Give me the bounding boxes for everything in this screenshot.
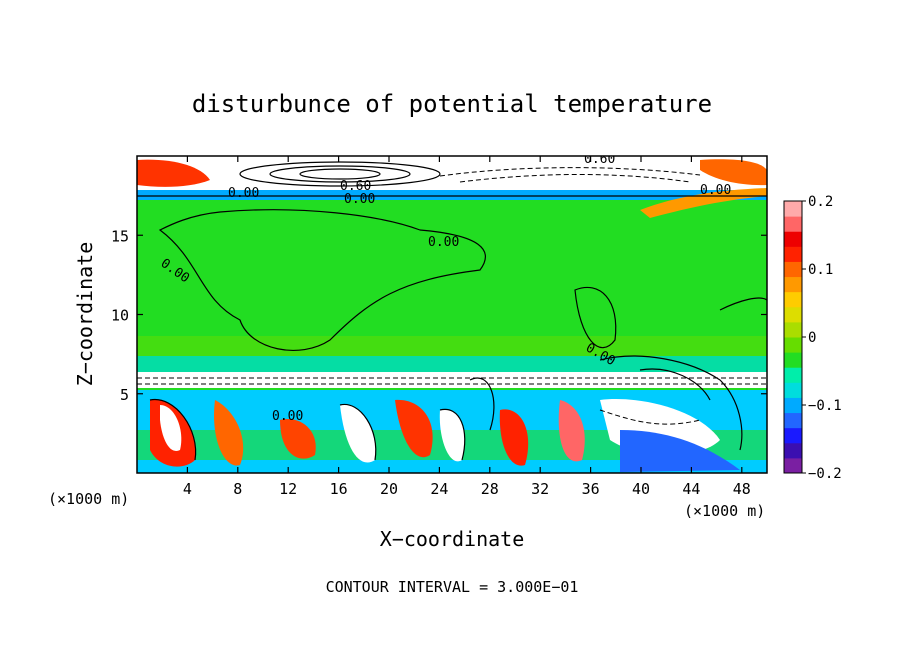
contour-label: 0.60 (584, 152, 615, 167)
colorbar-tick-label: 0.1 (808, 262, 833, 278)
lower-blob-6 (395, 399, 433, 458)
x-tick-label: 44 (682, 480, 700, 498)
contour-label: 0.00 (428, 235, 459, 250)
x-tick-label: 20 (380, 480, 398, 498)
contour-label: 0.00 (700, 183, 731, 198)
plot-area: 0.00 0.00 0.00 0.00 0.00 0.00 0.00 0.60 … (137, 152, 767, 473)
colorbar-swatch (784, 261, 802, 278)
upper-white-region (137, 156, 767, 190)
colorbar-tick-label: 0.2 (808, 194, 833, 210)
y-axis-label: Z−coordinate (73, 242, 97, 387)
x-tick-label: 12 (279, 480, 297, 498)
x-tick-label: 36 (582, 480, 600, 498)
colorbar-swatch (784, 231, 802, 247)
contour-label: 0.60 (340, 179, 371, 194)
x-axis: 4 8 12 16 20 24 28 32 36 40 44 48 (183, 156, 751, 498)
upper-cyan-band (137, 190, 767, 200)
x-unit-right: (×1000 m) (684, 502, 765, 520)
x-tick-label: 24 (430, 480, 448, 498)
lower-blob-9 (558, 400, 585, 462)
x-tick-label: 8 (233, 480, 242, 498)
y-tick-label: 5 (120, 386, 129, 404)
colorbar-swatch (784, 382, 802, 398)
colorbar: 0.2 0.1 0 −0.1 −0.2 (783, 194, 842, 482)
y-tick-label: 10 (111, 307, 129, 325)
contour-label: 0.00 (228, 186, 259, 201)
x-tick-label: 48 (733, 480, 751, 498)
lower-blob-4 (280, 419, 316, 459)
upper-red-left (137, 159, 210, 187)
colorbar-swatch (784, 442, 802, 459)
colorbar-swatch (784, 306, 802, 323)
colorbar-swatch (784, 397, 802, 414)
x-tick-label: 40 (632, 480, 650, 498)
colorbar-swatch (784, 201, 802, 217)
colorbar-swatch (784, 246, 802, 262)
y-axis: 5 10 15 (111, 227, 767, 404)
cyan-band (137, 356, 767, 372)
colorbar-swatch (784, 291, 802, 308)
contour-label: 0.00 (272, 409, 303, 424)
colorbar-swatch (784, 367, 802, 383)
colorbar-swatch (784, 457, 802, 474)
x-tick-label: 4 (183, 480, 192, 498)
lower-blob-7 (439, 409, 465, 462)
lower-blob-8 (499, 409, 529, 466)
contour-interval-note: CONTOUR INTERVAL = 3.000E−01 (326, 578, 579, 596)
x-tick-label: 16 (330, 480, 348, 498)
lower-blob-11 (620, 430, 740, 472)
chart-title: disturbunce of potential temperature (192, 90, 712, 118)
x-axis-label: X−coordinate (380, 527, 525, 551)
light-green-band (137, 336, 767, 356)
lower-blob-5 (340, 404, 376, 463)
x-tick-label: 32 (531, 480, 549, 498)
colorbar-tick-label: 0 (808, 330, 816, 346)
lower-blob-2 (160, 405, 182, 451)
colorbar-swatch (784, 337, 802, 353)
lower-blob-3 (214, 400, 244, 466)
x-unit-left: (×1000 m) (48, 490, 129, 508)
colorbar-swatch (784, 427, 802, 444)
colorbar-tick-label: −0.1 (808, 398, 842, 414)
colorbar-swatch (784, 352, 802, 368)
contour-label: 0.00 (344, 192, 375, 207)
colorbar-tick-label: −0.2 (808, 466, 842, 482)
x-tick-label: 28 (481, 480, 499, 498)
y-tick-label: 15 (111, 227, 129, 245)
dashed-contours (137, 167, 767, 425)
colorbar-swatch (784, 276, 802, 293)
white-band (137, 372, 767, 388)
colorbar-swatch (784, 216, 802, 232)
upper-red-right (700, 159, 767, 186)
colorbar-swatch (784, 321, 802, 338)
colorbar-swatch (784, 412, 802, 429)
